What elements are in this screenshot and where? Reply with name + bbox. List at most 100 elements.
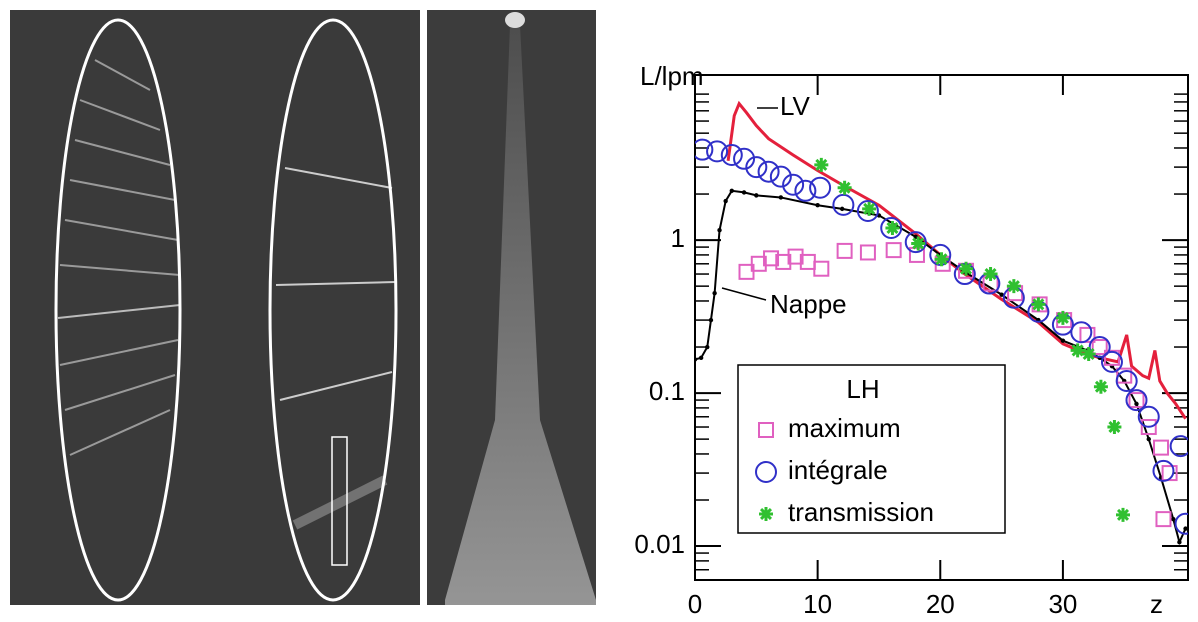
marker	[759, 507, 773, 521]
annotation: LV	[780, 91, 811, 121]
marker	[738, 263, 755, 280]
marker	[1031, 297, 1046, 312]
marker	[809, 176, 832, 199]
marker	[813, 260, 830, 277]
line-dot	[705, 344, 710, 350]
marker	[1169, 435, 1188, 458]
marker	[1115, 369, 1138, 392]
plot-area	[695, 100, 1188, 546]
marker	[1107, 420, 1122, 435]
marker	[856, 199, 879, 222]
line-dot	[1134, 401, 1139, 407]
marker	[859, 244, 876, 261]
marker	[755, 461, 777, 483]
marker	[1116, 507, 1130, 522]
marker	[1155, 511, 1172, 528]
marker	[1070, 343, 1085, 358]
legend-title: LH	[846, 374, 879, 404]
line-dot	[717, 228, 722, 233]
marker	[720, 143, 743, 166]
marker	[934, 252, 949, 267]
annotation: Nappe	[770, 289, 847, 319]
marker	[832, 193, 855, 216]
marker	[1088, 336, 1111, 359]
marker	[862, 201, 877, 216]
marker	[787, 248, 804, 265]
legend-label: intégrale	[788, 455, 888, 485]
plot-frame	[694, 74, 1189, 581]
marker	[1055, 310, 1070, 325]
marker	[695, 138, 714, 161]
y-tick-label: 0.1	[649, 376, 685, 406]
legend-label: transmission	[788, 497, 934, 527]
x-tick-label: 20	[926, 589, 955, 617]
marker	[880, 216, 903, 239]
line-dot	[712, 290, 717, 296]
legend-label: maximum	[788, 413, 901, 443]
y-tick-label: 0.01	[634, 529, 685, 559]
nozzle	[505, 12, 525, 28]
streaks	[57, 59, 396, 530]
marker	[706, 140, 729, 163]
y-axis-label: L/lpm	[640, 61, 704, 91]
line-dot	[1171, 516, 1176, 522]
x-tick-label: 30	[1048, 589, 1077, 617]
marker	[1174, 512, 1188, 535]
y-tick-label: 1	[671, 223, 685, 253]
line	[726, 100, 1187, 420]
marker	[1137, 405, 1160, 428]
marker	[1125, 389, 1148, 412]
marker	[1161, 465, 1178, 482]
marker	[1152, 459, 1175, 482]
line-dot	[1177, 539, 1182, 545]
line-dot	[999, 292, 1004, 297]
chart: L/lpm z LV Nappe 0.010.110 10 20 30LHmaximu…	[634, 61, 1189, 619]
ellipse	[54, 18, 182, 602]
line-dot	[729, 188, 734, 194]
marker	[885, 220, 900, 235]
marker	[1006, 279, 1021, 294]
marker	[782, 173, 805, 196]
line-dot	[754, 193, 759, 198]
marker	[885, 242, 902, 259]
marker	[758, 422, 774, 438]
line-dot	[1146, 436, 1151, 442]
marker	[763, 250, 780, 267]
line-dot	[1060, 338, 1066, 343]
marker	[794, 179, 817, 202]
marker	[745, 156, 768, 179]
jet	[445, 25, 596, 605]
line-dot	[815, 203, 820, 208]
marker	[769, 165, 792, 188]
line-dot	[698, 355, 704, 361]
marker	[814, 157, 829, 172]
marker	[1128, 392, 1145, 409]
marker	[1091, 339, 1108, 356]
line-dot	[723, 198, 728, 204]
marker	[904, 231, 927, 254]
marker	[775, 253, 792, 270]
leader-line	[721, 287, 767, 301]
marker	[959, 261, 974, 276]
line-dot	[1183, 526, 1188, 531]
line-dot	[695, 357, 698, 362]
marker	[1153, 439, 1170, 456]
ellipse	[268, 18, 398, 602]
photo-panel	[10, 10, 420, 605]
marker	[836, 242, 853, 259]
marker	[1070, 321, 1093, 344]
x-tick-label: 10	[803, 589, 832, 617]
marker	[911, 236, 926, 251]
line-dot	[839, 206, 845, 212]
x-axis-label: z	[1150, 589, 1163, 617]
line-dot	[741, 190, 747, 195]
marker	[837, 180, 852, 195]
marker	[757, 160, 780, 183]
x-tick-label: 0	[688, 589, 702, 617]
marker	[750, 255, 767, 272]
marker	[983, 267, 998, 282]
marker	[1140, 419, 1157, 436]
marker	[1093, 379, 1108, 394]
